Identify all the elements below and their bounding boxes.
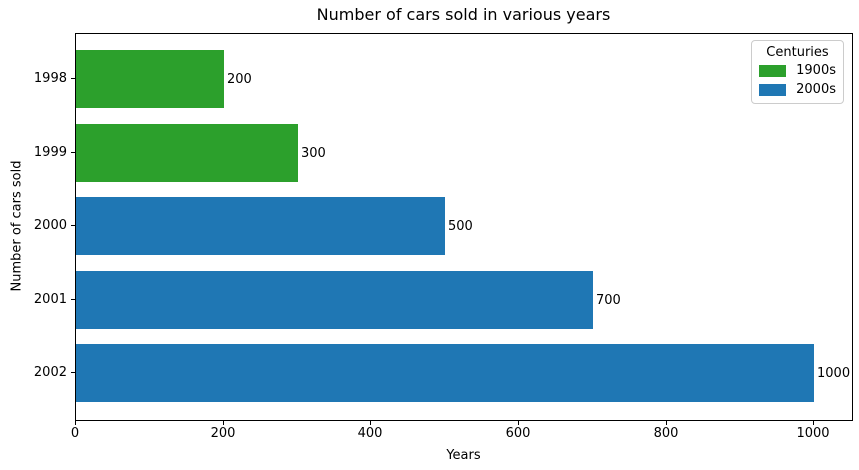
y-tick-label-1998: 1998	[33, 71, 67, 86]
x-tick-label-400: 400	[357, 426, 383, 441]
x-tick-label-200: 200	[210, 426, 236, 441]
y-tick-mark	[71, 372, 75, 373]
y-tick-label-2002: 2002	[33, 365, 67, 380]
legend-entry-2000s: 2000s	[759, 80, 836, 99]
y-tick-label-2001: 2001	[33, 292, 67, 307]
x-tick-mark	[813, 421, 814, 425]
bar-value-label-2001: 700	[596, 293, 621, 308]
bar-2001	[76, 271, 593, 329]
x-tick-mark	[370, 421, 371, 425]
y-tick-label-1999: 1999	[33, 145, 67, 160]
x-tick-label-1000: 1000	[796, 426, 830, 441]
x-axis-label: Years	[446, 448, 481, 463]
bar-value-label-1998: 200	[227, 72, 252, 87]
bar-2002	[76, 344, 814, 402]
y-tick-mark	[71, 225, 75, 226]
bar-value-label-2002: 1000	[817, 366, 851, 381]
legend-label: 2000s	[796, 82, 836, 97]
bar-1998	[76, 50, 224, 108]
legend-swatch-2000s	[759, 83, 786, 96]
chart-title: Number of cars sold in various years	[316, 5, 611, 24]
x-tick-mark	[223, 421, 224, 425]
x-tick-label-600: 600	[505, 426, 531, 441]
legend-entry-1900s: 1900s	[759, 61, 836, 80]
bar-2000	[76, 197, 445, 255]
bar-1999	[76, 124, 298, 182]
legend-swatch-1900s	[759, 64, 786, 77]
bar-value-label-1999: 300	[301, 146, 326, 161]
x-tick-mark	[518, 421, 519, 425]
y-tick-mark	[71, 78, 75, 79]
x-tick-mark	[666, 421, 667, 425]
bar-value-label-2000: 500	[448, 219, 473, 234]
x-tick-label-800: 800	[653, 426, 679, 441]
legend: Centuries 1900s 2000s	[751, 40, 844, 104]
legend-label: 1900s	[796, 63, 836, 78]
y-tick-mark	[71, 299, 75, 300]
x-tick-mark	[75, 421, 76, 425]
y-tick-label-2000: 2000	[33, 218, 67, 233]
plot-area: 200 300 500 700 1000	[75, 33, 853, 421]
x-tick-label-0: 0	[70, 426, 80, 441]
legend-title: Centuries	[766, 45, 829, 60]
y-tick-mark	[71, 152, 75, 153]
